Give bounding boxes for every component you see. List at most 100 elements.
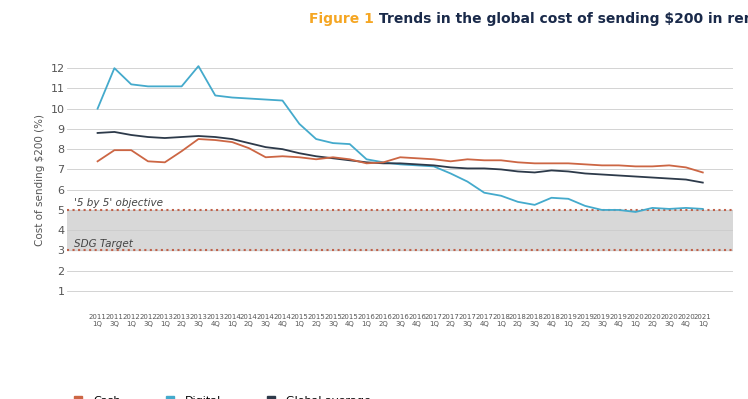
- Global average: [699, 180, 708, 185]
- Cash: [479, 158, 488, 163]
- Cash: [580, 162, 589, 167]
- Cash: [564, 161, 573, 166]
- Global average: [126, 132, 135, 137]
- Digital: [598, 207, 607, 212]
- Global average: [396, 161, 405, 166]
- Global average: [379, 161, 388, 166]
- Global average: [614, 173, 623, 178]
- Cash: [110, 148, 119, 152]
- Digital: [699, 207, 708, 211]
- Global average: [429, 163, 438, 168]
- Global average: [681, 177, 690, 182]
- Digital: [312, 136, 321, 141]
- Cash: [665, 163, 674, 168]
- Global average: [211, 134, 220, 139]
- Digital: [211, 93, 220, 98]
- Digital: [295, 121, 304, 126]
- Cash: [699, 170, 708, 175]
- Digital: [328, 141, 337, 146]
- Cash: [245, 146, 254, 150]
- Digital: [513, 200, 522, 204]
- Digital: [160, 84, 169, 89]
- Y-axis label: Cost of sending $200 (%): Cost of sending $200 (%): [35, 114, 45, 245]
- Digital: [681, 205, 690, 210]
- Global average: [177, 134, 186, 139]
- Digital: [547, 196, 556, 200]
- Digital: [429, 164, 438, 169]
- Cash: [429, 157, 438, 162]
- Digital: [648, 205, 657, 210]
- Digital: [177, 84, 186, 89]
- Digital: [110, 66, 119, 71]
- Digital: [278, 98, 287, 103]
- Global average: [194, 134, 203, 138]
- Global average: [598, 172, 607, 177]
- Line: Cash: Cash: [97, 139, 703, 172]
- Cash: [93, 159, 102, 164]
- Global average: [412, 162, 421, 167]
- Cash: [379, 160, 388, 165]
- Global average: [144, 134, 153, 139]
- Cash: [412, 156, 421, 161]
- Digital: [194, 64, 203, 69]
- Cash: [278, 154, 287, 159]
- Global average: [497, 167, 506, 172]
- Cash: [530, 161, 539, 166]
- Cash: [547, 161, 556, 166]
- Global average: [479, 166, 488, 171]
- Cash: [312, 157, 321, 162]
- Cash: [328, 155, 337, 160]
- Digital: [379, 160, 388, 165]
- Cash: [261, 155, 270, 160]
- Cash: [295, 155, 304, 160]
- Global average: [227, 136, 236, 141]
- Cash: [126, 148, 135, 152]
- Cash: [144, 159, 153, 164]
- Digital: [126, 82, 135, 87]
- Digital: [446, 171, 455, 176]
- Digital: [362, 157, 371, 162]
- Global average: [278, 147, 287, 152]
- Cash: [631, 164, 640, 169]
- Global average: [547, 168, 556, 173]
- Global average: [463, 166, 472, 171]
- Text: Trends in the global cost of sending $200 in remittances2: Trends in the global cost of sending $20…: [374, 12, 748, 26]
- Global average: [110, 130, 119, 134]
- Global average: [580, 171, 589, 176]
- Legend: Cash, Digital, Global average: Cash, Digital, Global average: [73, 395, 370, 399]
- Global average: [346, 158, 355, 163]
- Digital: [412, 163, 421, 168]
- Digital: [497, 194, 506, 198]
- Digital: [93, 106, 102, 111]
- Cash: [346, 157, 355, 162]
- Global average: [564, 169, 573, 174]
- Cash: [160, 160, 169, 165]
- Bar: [67, 210, 733, 251]
- Cash: [362, 161, 371, 166]
- Global average: [245, 141, 254, 146]
- Cash: [194, 136, 203, 141]
- Cash: [681, 165, 690, 170]
- Digital: [564, 196, 573, 201]
- Digital: [580, 203, 589, 208]
- Digital: [463, 179, 472, 184]
- Digital: [261, 97, 270, 102]
- Digital: [396, 162, 405, 167]
- Cash: [211, 138, 220, 142]
- Cash: [396, 155, 405, 160]
- Global average: [631, 174, 640, 179]
- Global average: [648, 175, 657, 180]
- Cash: [648, 164, 657, 169]
- Global average: [160, 136, 169, 140]
- Cash: [497, 158, 506, 163]
- Line: Global average: Global average: [97, 132, 703, 183]
- Digital: [227, 95, 236, 100]
- Global average: [312, 154, 321, 159]
- Global average: [446, 165, 455, 170]
- Digital: [479, 190, 488, 195]
- Cash: [598, 163, 607, 168]
- Global average: [362, 160, 371, 165]
- Text: Figure 1: Figure 1: [309, 12, 374, 26]
- Digital: [614, 207, 623, 212]
- Global average: [261, 145, 270, 150]
